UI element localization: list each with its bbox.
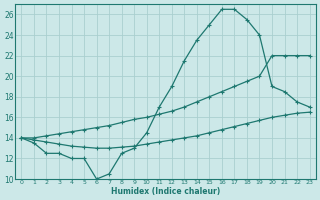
X-axis label: Humidex (Indice chaleur): Humidex (Indice chaleur) — [111, 187, 220, 196]
